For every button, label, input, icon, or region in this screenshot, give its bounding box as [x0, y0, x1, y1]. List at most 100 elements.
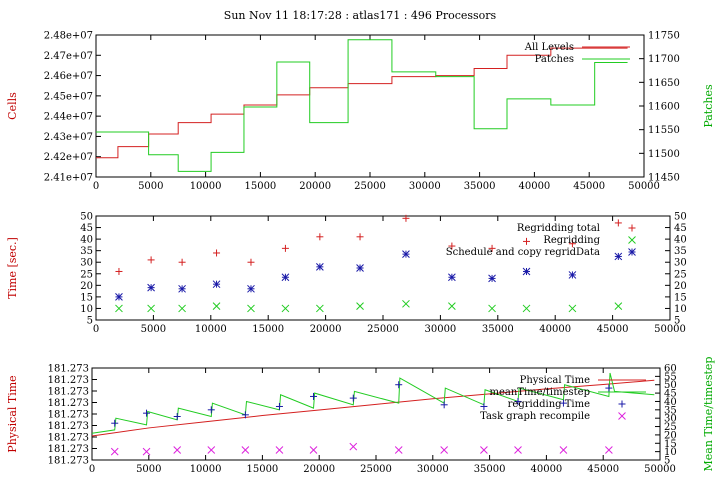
- point-regridding-total: [568, 240, 576, 248]
- y2-tick-label: 11600: [648, 102, 680, 113]
- y-tick-label: 2.47e+07: [44, 51, 93, 62]
- y-tick-label: 2.48e+07: [44, 31, 93, 42]
- x-tick-label: 25000: [367, 324, 399, 335]
- y-tick-label: 181.273: [48, 398, 89, 409]
- y-tick-label: 181.273: [48, 375, 89, 386]
- point-regridding-total: [115, 267, 123, 275]
- point-schedule-copy: [247, 284, 255, 293]
- point-schedule-copy: [614, 252, 623, 261]
- y-tick-label: 2.43e+07: [44, 132, 93, 143]
- y2-tick-label: 25: [664, 422, 677, 433]
- point-schedule-copy: [488, 274, 496, 283]
- chart-title: Sun Nov 11 18:17:28 : atlas171 : 496 Pro…: [223, 9, 497, 22]
- y2-axis-label-patches: Patches: [702, 84, 715, 128]
- point-regridding-total: [213, 249, 221, 257]
- y2-tick-label: 11450: [648, 173, 680, 184]
- point-regridding: [212, 302, 221, 310]
- point-task-graph-recompile: [559, 446, 568, 454]
- point-regridding-time: [395, 381, 403, 389]
- point-regridding-time: [310, 392, 318, 400]
- y-tick-label: 10: [80, 304, 93, 315]
- point-regridding-total: [247, 258, 255, 266]
- x-tick-label: 30000: [409, 181, 441, 192]
- legend-swatch-task-graph-recompile: [618, 412, 626, 420]
- point-regridding-total: [178, 258, 186, 266]
- point-regridding-time: [143, 409, 151, 417]
- y-tick-label: 2.42e+07: [44, 152, 93, 163]
- point-schedule-copy: [147, 283, 155, 292]
- y2-tick-label: 10: [674, 304, 687, 315]
- x-tick-label: 40000: [539, 324, 571, 335]
- x-tick-label: 0: [93, 324, 99, 335]
- legend-swatch-regridding-total: [628, 224, 636, 232]
- x-tick-label: 10000: [190, 464, 222, 475]
- y2-tick-label: 20: [664, 430, 677, 441]
- legend-label-task-graph-recompile: Task graph recompile: [480, 411, 590, 422]
- point-regridding: [115, 304, 123, 313]
- y2-tick-label: 11750: [648, 31, 680, 42]
- legend-swatch-schedule-copy: [628, 248, 636, 256]
- point-schedule-copy: [316, 262, 324, 271]
- x-tick-label: 15000: [252, 324, 284, 335]
- x-tick-label: 35000: [464, 181, 496, 192]
- point-regridding-total: [523, 237, 530, 245]
- legend-label-regridding-total: Regridding total: [517, 223, 600, 234]
- legend-swatch-regridding-time: [618, 400, 626, 408]
- point-schedule-copy: [402, 250, 410, 258]
- y2-tick-label: 20: [674, 281, 687, 292]
- point-task-graph-recompile: [394, 446, 403, 454]
- x-tick-label: 0: [93, 181, 99, 192]
- y-tick-label: 25: [80, 269, 93, 280]
- x-tick-label: 5000: [138, 181, 163, 192]
- y2-tick-label: 35: [664, 405, 677, 416]
- y-tick-label: 2.45e+07: [44, 91, 93, 102]
- y-tick-label: 40: [80, 235, 93, 246]
- y-tick-label: 45: [80, 223, 93, 234]
- legend-label-all-levels: All Levels: [524, 42, 574, 53]
- point-task-graph-recompile: [173, 446, 182, 454]
- x-tick-label: 5000: [136, 464, 161, 475]
- point-task-graph-recompile: [241, 446, 250, 454]
- point-task-graph-recompile: [275, 446, 284, 454]
- point-schedule-copy: [356, 264, 364, 272]
- point-task-graph-recompile: [207, 446, 216, 454]
- legend-label-regridding-time: regridding Time: [508, 399, 590, 410]
- x-tick-label: 50000: [628, 181, 660, 192]
- y2-tick-label: 40: [674, 235, 687, 246]
- legend-label-schedule-copy: Schedule and copy regridData: [446, 247, 600, 258]
- point-schedule-copy: [568, 271, 577, 279]
- point-regridding-time: [241, 411, 249, 419]
- point-regridding: [147, 304, 155, 313]
- point-regridding: [614, 302, 623, 310]
- y2-tick-label: 11650: [648, 78, 680, 89]
- point-regridding-time: [275, 402, 283, 410]
- x-tick-label: 25000: [360, 464, 392, 475]
- y2-tick-label: 15: [674, 292, 687, 303]
- legend-swatch-regridding: [628, 236, 636, 244]
- y2-tick-label: 10: [664, 447, 677, 458]
- x-tick-label: 0: [89, 464, 95, 475]
- y2-tick-label: 5: [664, 456, 670, 467]
- point-regridding: [247, 304, 255, 313]
- point-schedule-copy: [448, 273, 456, 282]
- legend-label-regridding: Regridding: [543, 235, 600, 246]
- x-tick-label: 30000: [417, 464, 449, 475]
- point-regridding: [402, 299, 410, 308]
- y-tick-label: 2.46e+07: [44, 71, 93, 82]
- y-tick-label: 181.273: [48, 444, 89, 455]
- y-tick-label: 15: [80, 292, 93, 303]
- y2-tick-label: 11700: [648, 54, 680, 65]
- x-tick-label: 15000: [246, 464, 278, 475]
- point-regridding-total: [281, 244, 289, 252]
- point-regridding-total: [356, 233, 364, 241]
- point-regridding-time: [111, 419, 119, 427]
- point-regridding: [448, 302, 456, 310]
- y2-tick-label: 55: [664, 372, 677, 383]
- x-tick-label: 5000: [141, 324, 166, 335]
- y-tick-label: 50: [80, 212, 93, 223]
- point-schedule-copy: [178, 284, 186, 293]
- series-patches: [96, 39, 628, 172]
- y2-axis-label-mean-time: Mean Time/timestep: [702, 357, 715, 472]
- y-tick-label: 181.273: [48, 364, 89, 375]
- point-task-graph-recompile: [349, 442, 358, 451]
